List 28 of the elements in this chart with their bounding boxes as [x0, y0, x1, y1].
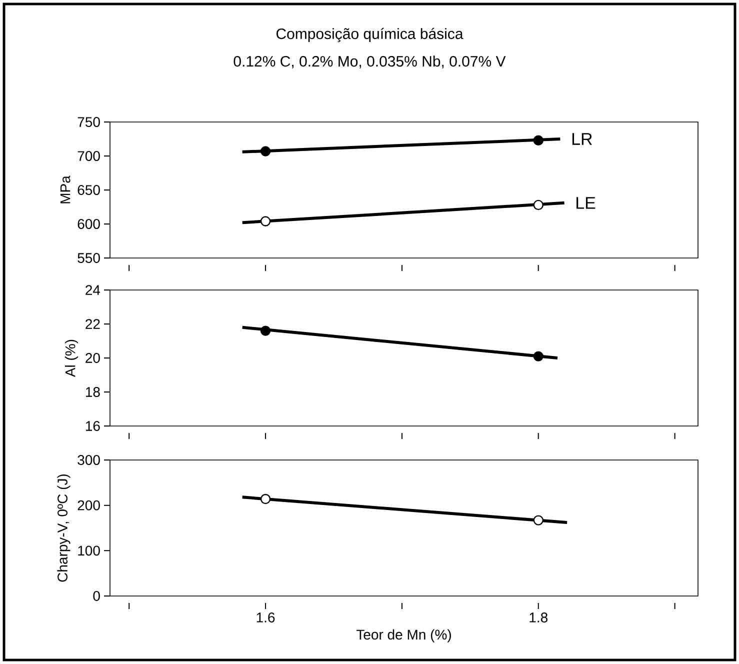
series-label: LE [576, 197, 596, 209]
point [533, 200, 544, 210]
y-tick-label: 16 [86, 421, 100, 431]
y-axis-title: Charpy-V, 0ºC (J) [57, 474, 70, 582]
x-axis-title: Teor de Mn (%) [356, 629, 451, 642]
series-label: LR [572, 133, 592, 145]
y-tick-label: 0 [93, 591, 100, 601]
point [260, 216, 271, 226]
y-tick-label: 200 [78, 500, 100, 510]
y-tick-label: 22 [86, 319, 100, 329]
chart-subtitle: 0.12% C, 0.2% Mo, 0.035% Nb, 0.07% V [234, 56, 506, 68]
y-tick-label: 300 [78, 455, 100, 465]
y-axis-title: Al (%) [64, 340, 78, 378]
x-tick-label: 1.8 [530, 612, 548, 622]
y-tick-label: 18 [86, 387, 100, 397]
y-tick-label: 550 [78, 253, 100, 263]
y-tick-label: 24 [86, 285, 100, 295]
y-axis-title: MPa [60, 176, 70, 204]
y-tick-label: 20 [86, 353, 100, 363]
point [260, 146, 271, 156]
chart-title: Composição química básica [276, 28, 464, 42]
point [533, 135, 544, 146]
x-tick-label: 1.6 [256, 612, 275, 622]
y-tick-label: 650 [78, 185, 100, 195]
y-tick-label: 700 [78, 151, 100, 161]
y-tick-label: 100 [78, 546, 100, 556]
y-tick-label: 750 [78, 117, 100, 127]
y-tick-label: 600 [78, 219, 100, 229]
